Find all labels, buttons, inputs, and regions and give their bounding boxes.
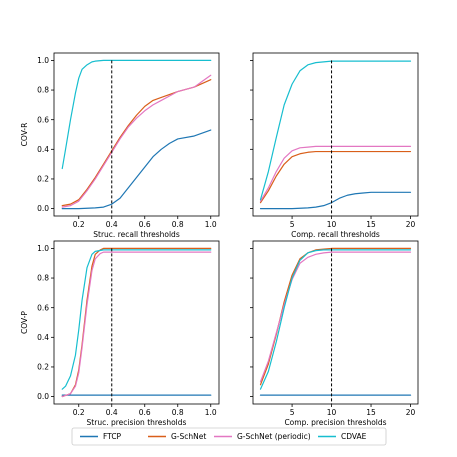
chart-panel-bottom-right: 5 10 15 20 Comp. precision thresholds bbox=[250, 240, 419, 427]
legend: FTCP G-SchNet G-SchNet (periodic) CDVAE bbox=[71, 427, 387, 446]
series-group bbox=[61, 59, 212, 210]
series-line-g-schnet-periodic bbox=[61, 74, 212, 208]
x-tick-label: 20 bbox=[406, 408, 416, 417]
y-tick-label: 0.8 bbox=[37, 274, 49, 283]
y-axis-label: COV-R bbox=[20, 123, 29, 147]
y-tick-label: 0.4 bbox=[37, 145, 49, 154]
x-tick-label: 0.4 bbox=[106, 408, 118, 417]
x-axis-label: Struc. recall thresholds bbox=[93, 230, 180, 239]
axes-frame bbox=[53, 240, 220, 405]
x-tick-label: 5 bbox=[290, 408, 295, 417]
x-tick-label: 0.8 bbox=[172, 220, 184, 229]
legend-label: FTCP bbox=[103, 432, 122, 441]
x-tick-label: 0.2 bbox=[73, 220, 85, 229]
chart-panel-top-left: 0.2 0.4 0.6 0.8 1.0 0.0 0.2 0.4 0.6 0.8 1.0 Struc. … bbox=[20, 52, 220, 239]
series-line-cdvae bbox=[259, 249, 412, 390]
series-line-cdvae bbox=[61, 59, 212, 170]
series-line-cdvae bbox=[61, 249, 212, 390]
y-tick-label: 0.0 bbox=[37, 392, 49, 401]
legend-entry: FTCP bbox=[80, 432, 122, 441]
y-tick-label: 0.2 bbox=[37, 175, 49, 184]
series-line-ftcp bbox=[61, 129, 212, 210]
chart-panels: 0.2 0.4 0.6 0.8 1.0 0.0 0.2 0.4 0.6 0.8 1.0 Struc. … bbox=[20, 52, 419, 427]
legend-entry: G-SchNet bbox=[148, 432, 206, 441]
y-tick-label: 1.0 bbox=[37, 56, 49, 65]
x-tick-label: 10 bbox=[327, 408, 337, 417]
legend-entry: CDVAE bbox=[318, 432, 367, 441]
series-line-g-schnet-periodic bbox=[259, 251, 412, 383]
x-axis-label: Comp. precision thresholds bbox=[284, 418, 386, 427]
axes-frame bbox=[53, 52, 220, 217]
x-axis-label: Comp. recall thresholds bbox=[291, 230, 380, 239]
axes-frame bbox=[252, 240, 419, 405]
x-tick-label: 1.0 bbox=[205, 408, 217, 417]
legend-entry: G-SchNet (periodic) bbox=[214, 432, 311, 441]
y-tick-label: 0.8 bbox=[37, 86, 49, 95]
x-tick-label: 0.2 bbox=[73, 408, 85, 417]
y-tick-label: 0.6 bbox=[37, 115, 49, 124]
series-line-ftcp bbox=[259, 191, 412, 210]
x-tick-label: 15 bbox=[366, 408, 376, 417]
x-tick-label: 5 bbox=[290, 220, 295, 229]
x-tick-label: 1.0 bbox=[205, 220, 217, 229]
x-tick-label: 15 bbox=[366, 220, 376, 229]
series-line-g-schnet bbox=[259, 247, 412, 386]
series-group bbox=[61, 247, 212, 398]
series-line-g-schnet-periodic bbox=[61, 251, 212, 398]
series-group bbox=[259, 60, 412, 210]
y-tick-label: 0.2 bbox=[37, 363, 49, 372]
x-tick-label: 0.6 bbox=[139, 220, 151, 229]
y-axis-label: COV-P bbox=[20, 311, 29, 334]
series-line-cdvae bbox=[259, 60, 412, 201]
legend-label: G-SchNet bbox=[171, 432, 206, 441]
legend-label: CDVAE bbox=[341, 432, 367, 441]
series-line-g-schnet bbox=[259, 150, 412, 204]
x-tick-label: 10 bbox=[327, 220, 337, 229]
y-tick-label: 0.0 bbox=[37, 204, 49, 213]
y-tick-label: 0.6 bbox=[37, 303, 49, 312]
x-tick-label: 0.4 bbox=[106, 220, 118, 229]
x-axis-label: Struc. precision thresholds bbox=[87, 418, 187, 427]
y-tick-label: 1.0 bbox=[37, 244, 49, 253]
axes-frame bbox=[252, 52, 419, 217]
x-tick-label: 20 bbox=[406, 220, 416, 229]
x-tick-label: 0.8 bbox=[172, 408, 184, 417]
series-group bbox=[259, 247, 412, 396]
x-tick-label: 0.6 bbox=[139, 408, 151, 417]
series-line-g-schnet bbox=[61, 79, 212, 207]
legend-label: G-SchNet (periodic) bbox=[237, 432, 311, 441]
series-line-g-schnet-periodic bbox=[259, 145, 412, 202]
y-tick-label: 0.4 bbox=[37, 333, 49, 342]
chart-panel-bottom-left: 0.2 0.4 0.6 0.8 1.0 0.0 0.2 0.4 0.6 0.8 1.0 Struc. … bbox=[20, 240, 220, 427]
chart-panel-top-right: 5 10 15 20 Comp. recall thresholds bbox=[250, 52, 419, 239]
